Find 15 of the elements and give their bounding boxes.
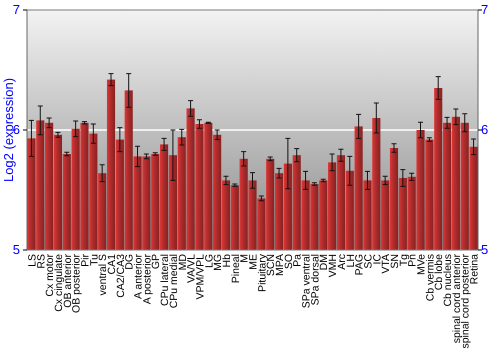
x-tick-label: SPa dorsal [309,254,322,306]
x-tick-label: CPu medial [168,254,180,308]
y2-tick-label: 5 [481,242,488,258]
x-tick-label: Cx cingulate [52,254,65,312]
y-tick-label: 7 [12,2,20,18]
y2-tick-label: 6 [481,122,488,138]
x-tick-label: DG [124,254,136,270]
y2-tick-label: 7 [481,2,488,18]
y-axis-title: Log2 (expression) [1,78,16,182]
x-tick-label: Hb [220,254,233,268]
x-tick-label: SC [362,254,374,269]
y-tick-label: 5 [12,242,20,258]
x-tick-label: A posterior [141,254,154,304]
x-tick-label: VPM/VPL [194,254,206,300]
x-tick-label: Arc [336,254,348,270]
